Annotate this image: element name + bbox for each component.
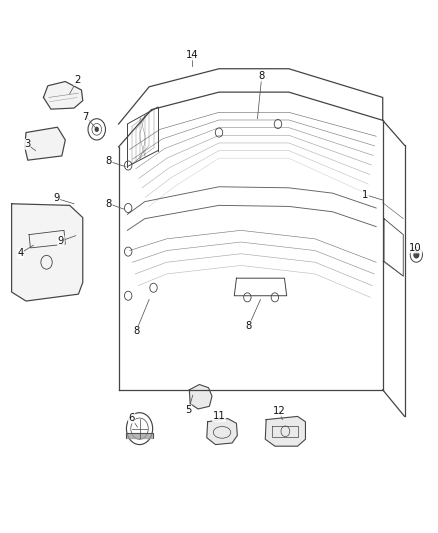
Polygon shape [127,433,152,438]
Text: 11: 11 [212,411,226,422]
Text: 5: 5 [185,405,191,415]
Text: 4: 4 [17,248,24,258]
Polygon shape [12,204,83,301]
Text: 14: 14 [186,50,198,60]
Text: 9: 9 [58,236,64,246]
Circle shape [95,127,99,132]
Polygon shape [265,416,305,446]
Polygon shape [43,82,83,109]
Polygon shape [189,384,212,409]
Text: 8: 8 [246,321,252,331]
Text: 7: 7 [83,111,89,122]
Polygon shape [207,418,237,445]
Text: 8: 8 [133,326,139,336]
Circle shape [413,251,420,259]
Text: 8: 8 [259,71,265,81]
Text: 8: 8 [106,156,112,166]
Text: 8: 8 [106,199,112,209]
Text: 9: 9 [53,193,60,204]
Text: 10: 10 [409,243,422,253]
Polygon shape [25,127,65,160]
Text: 12: 12 [273,406,286,416]
Text: 1: 1 [362,190,368,200]
Text: 2: 2 [74,76,80,85]
Text: 6: 6 [128,413,135,423]
Text: 3: 3 [24,139,30,149]
